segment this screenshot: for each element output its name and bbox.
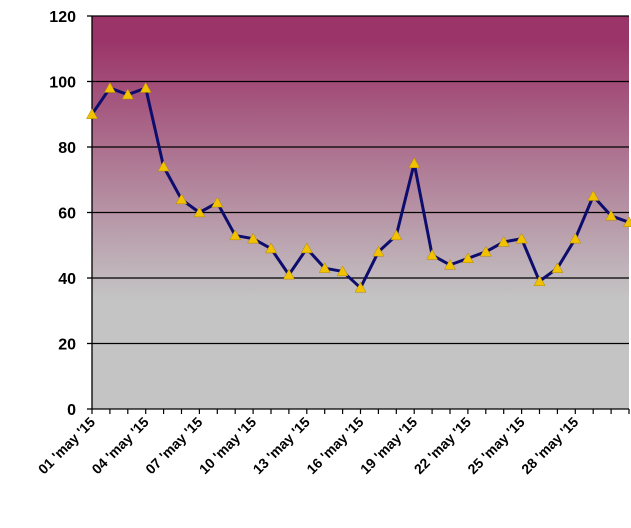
y-tick-label: 100: [49, 75, 76, 92]
x-tick-label: 13 'may '15: [250, 414, 314, 478]
x-tick-label: 10 'may '15: [196, 414, 260, 478]
y-tick-label: 60: [58, 206, 76, 223]
x-tick-label: 04 'may '15: [88, 414, 152, 478]
x-tick-label: 16 'may '15: [303, 414, 367, 478]
x-tick-label: 19 'may '15: [357, 414, 421, 478]
y-tick-label: 80: [58, 140, 76, 157]
x-tick-label: 22 'may '15: [411, 414, 475, 478]
x-tick-label: 01 'may '15: [35, 414, 99, 478]
x-tick-label: 28 'may '15: [518, 414, 582, 478]
y-axis-tick-labels: 0 20 40 60 80 100 120: [49, 9, 76, 419]
y-tick-label: 120: [49, 9, 76, 26]
x-tick-label: 07 'may '15: [142, 414, 206, 478]
x-tick-label: 25 'may '15: [464, 414, 528, 478]
y-tick-label: 0: [67, 402, 76, 419]
y-tick-label: 20: [58, 337, 76, 354]
y-tick-label: 40: [58, 271, 76, 288]
